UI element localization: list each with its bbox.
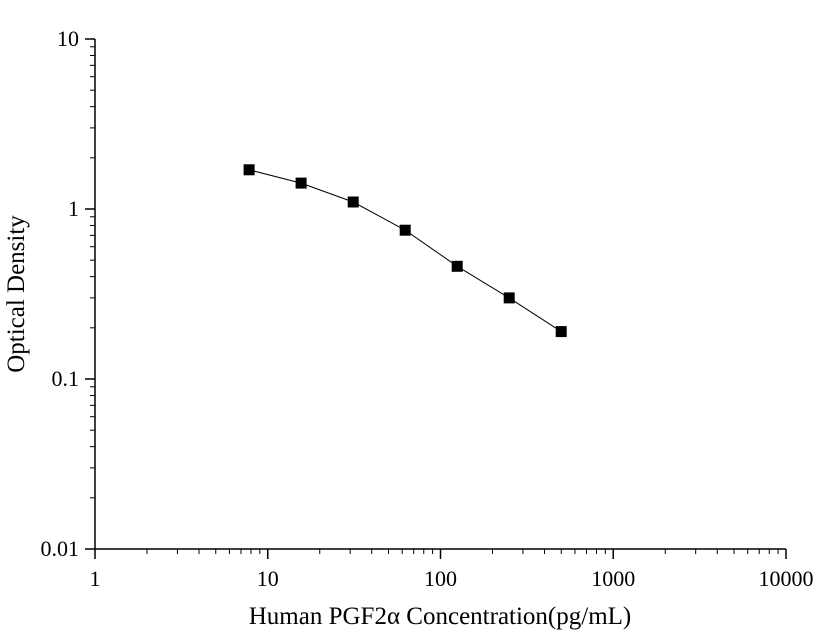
data-point-marker: [399, 224, 411, 236]
y-tick-label: 10: [57, 26, 79, 51]
series-polyline: [248, 169, 562, 333]
tick-labels: 1 10 100 1000 10000 0.01 0.1 1 10: [41, 26, 814, 591]
x-tick-label: 10000: [759, 566, 814, 591]
data-point-marker: [555, 326, 567, 338]
data-point-marker: [451, 260, 463, 272]
x-tick-label: 1: [90, 566, 101, 591]
y-tick-label: 0.01: [41, 536, 80, 561]
x-tick-label: 10: [257, 566, 279, 591]
ticks: [85, 38, 787, 559]
y-tick-label: 0.1: [52, 366, 80, 391]
data-point-marker: [347, 196, 359, 208]
x-axis-title: Human PGF2α Concentration(pg/mL): [249, 603, 632, 630]
data-point-marker: [243, 164, 255, 176]
series-line: [248, 169, 562, 333]
y-tick-label: 1: [68, 196, 79, 221]
markers: [243, 164, 567, 338]
x-tick-label: 1000: [591, 566, 635, 591]
x-tick-label: 100: [424, 566, 457, 591]
axes: [94, 39, 786, 550]
data-point-marker: [503, 292, 515, 304]
y-axis-title: Optical Density: [3, 215, 30, 373]
data-point-marker: [295, 177, 307, 189]
